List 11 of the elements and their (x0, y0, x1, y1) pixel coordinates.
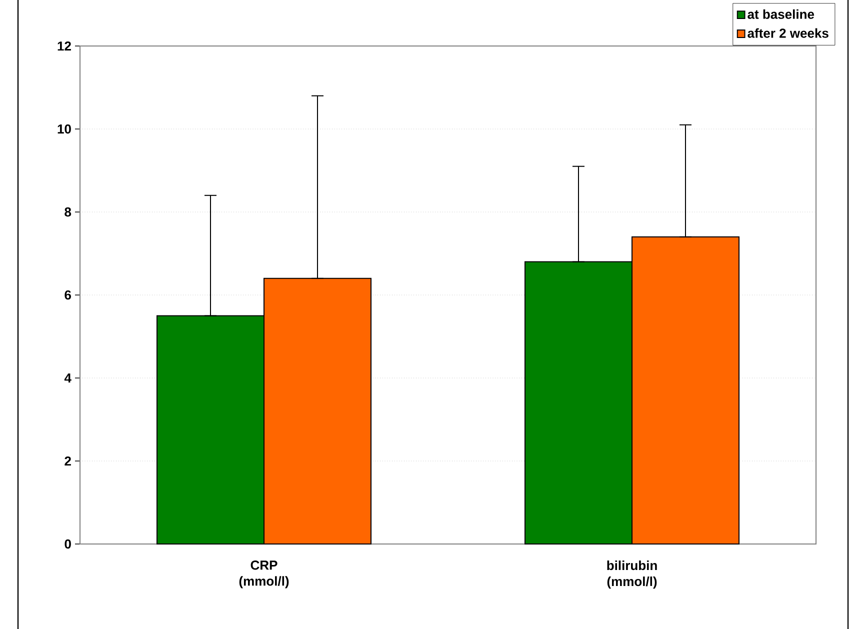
y-tick-label: 2 (64, 456, 71, 466)
legend-label: after 2 weeks (748, 28, 828, 38)
y-tick-label: 12 (58, 41, 71, 51)
x-tick-label: bilirubin (mmol/l) (607, 560, 657, 589)
y-tick-label: 0 (64, 539, 71, 549)
y-tick-label: 4 (64, 374, 72, 382)
x-tick-label: CRP (mmol/l) (239, 560, 289, 588)
y-tick-label: 8 (64, 207, 72, 217)
legend-label: at baseline (748, 9, 814, 19)
y-tick-label: 6 (64, 290, 71, 300)
y-tick-label: 10 (58, 124, 71, 134)
